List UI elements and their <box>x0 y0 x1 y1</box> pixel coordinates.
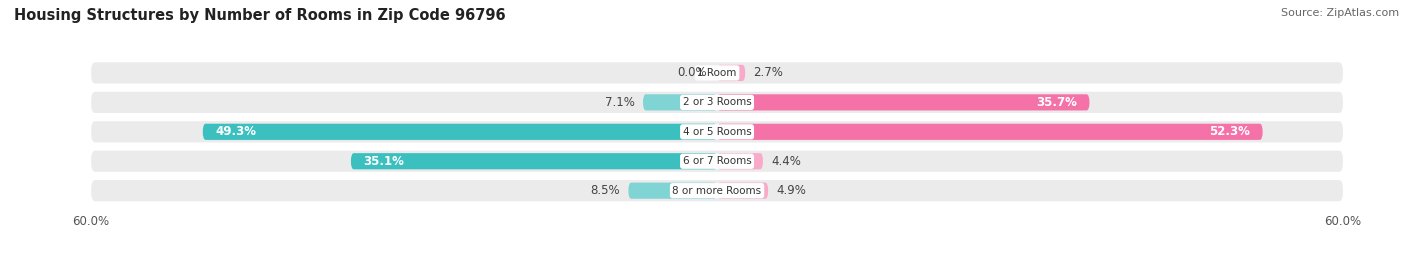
FancyBboxPatch shape <box>717 94 1090 111</box>
Text: 7.1%: 7.1% <box>605 96 634 109</box>
FancyBboxPatch shape <box>717 183 768 199</box>
Text: 0.0%: 0.0% <box>678 66 707 79</box>
FancyBboxPatch shape <box>202 124 717 140</box>
FancyBboxPatch shape <box>91 62 1343 84</box>
Text: 1 Room: 1 Room <box>697 68 737 78</box>
Text: 2 or 3 Rooms: 2 or 3 Rooms <box>683 97 751 107</box>
Text: Housing Structures by Number of Rooms in Zip Code 96796: Housing Structures by Number of Rooms in… <box>14 8 506 23</box>
Text: 35.7%: 35.7% <box>1036 96 1077 109</box>
FancyBboxPatch shape <box>91 92 1343 113</box>
Text: 8 or more Rooms: 8 or more Rooms <box>672 186 762 196</box>
FancyBboxPatch shape <box>717 65 745 81</box>
FancyBboxPatch shape <box>717 153 763 169</box>
Text: 8.5%: 8.5% <box>591 184 620 197</box>
FancyBboxPatch shape <box>91 121 1343 142</box>
FancyBboxPatch shape <box>643 94 717 111</box>
FancyBboxPatch shape <box>717 124 1263 140</box>
FancyBboxPatch shape <box>352 153 717 169</box>
Text: 4 or 5 Rooms: 4 or 5 Rooms <box>683 127 751 137</box>
Text: Source: ZipAtlas.com: Source: ZipAtlas.com <box>1281 8 1399 18</box>
Text: 4.4%: 4.4% <box>772 155 801 168</box>
Text: 49.3%: 49.3% <box>215 125 256 138</box>
Text: 4.9%: 4.9% <box>776 184 807 197</box>
FancyBboxPatch shape <box>628 183 717 199</box>
FancyBboxPatch shape <box>91 151 1343 172</box>
Text: 52.3%: 52.3% <box>1209 125 1250 138</box>
FancyBboxPatch shape <box>91 180 1343 201</box>
Text: 6 or 7 Rooms: 6 or 7 Rooms <box>683 156 751 166</box>
Text: 2.7%: 2.7% <box>754 66 783 79</box>
Text: 35.1%: 35.1% <box>363 155 405 168</box>
